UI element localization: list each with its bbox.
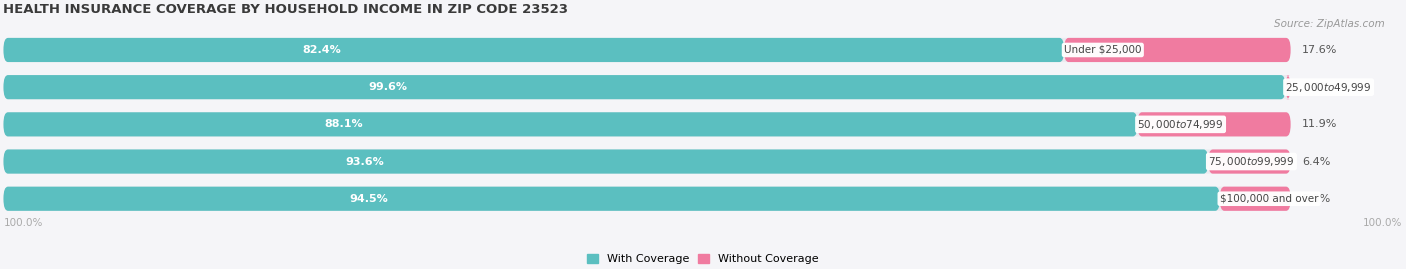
Text: $100,000 and over: $100,000 and over <box>1220 194 1319 204</box>
FancyBboxPatch shape <box>1220 187 1291 211</box>
FancyBboxPatch shape <box>3 112 1137 136</box>
Text: 100.0%: 100.0% <box>1364 218 1403 228</box>
Text: 99.6%: 99.6% <box>368 82 408 92</box>
Text: 0.4%: 0.4% <box>1302 82 1330 92</box>
Text: $25,000 to $49,999: $25,000 to $49,999 <box>1285 81 1372 94</box>
FancyBboxPatch shape <box>3 150 1208 174</box>
FancyBboxPatch shape <box>3 38 1064 62</box>
FancyBboxPatch shape <box>3 187 1291 211</box>
Text: 88.1%: 88.1% <box>325 119 363 129</box>
Text: 94.5%: 94.5% <box>349 194 388 204</box>
Text: $50,000 to $74,999: $50,000 to $74,999 <box>1137 118 1223 131</box>
FancyBboxPatch shape <box>3 112 1291 136</box>
FancyBboxPatch shape <box>3 75 1291 99</box>
Text: 93.6%: 93.6% <box>346 157 384 167</box>
FancyBboxPatch shape <box>1285 75 1291 99</box>
Text: 11.9%: 11.9% <box>1302 119 1337 129</box>
FancyBboxPatch shape <box>1208 150 1291 174</box>
Text: 6.4%: 6.4% <box>1302 157 1330 167</box>
Legend: With Coverage, Without Coverage: With Coverage, Without Coverage <box>588 254 818 264</box>
Text: Under $25,000: Under $25,000 <box>1064 45 1142 55</box>
Text: 82.4%: 82.4% <box>302 45 342 55</box>
Text: HEALTH INSURANCE COVERAGE BY HOUSEHOLD INCOME IN ZIP CODE 23523: HEALTH INSURANCE COVERAGE BY HOUSEHOLD I… <box>3 3 568 16</box>
FancyBboxPatch shape <box>3 187 1220 211</box>
Text: 5.5%: 5.5% <box>1302 194 1330 204</box>
Text: $75,000 to $99,999: $75,000 to $99,999 <box>1208 155 1295 168</box>
FancyBboxPatch shape <box>3 150 1291 174</box>
Text: Source: ZipAtlas.com: Source: ZipAtlas.com <box>1274 19 1385 29</box>
FancyBboxPatch shape <box>1064 38 1291 62</box>
FancyBboxPatch shape <box>3 38 1291 62</box>
Text: 17.6%: 17.6% <box>1302 45 1337 55</box>
Text: 100.0%: 100.0% <box>3 218 42 228</box>
FancyBboxPatch shape <box>3 75 1285 99</box>
FancyBboxPatch shape <box>1137 112 1291 136</box>
